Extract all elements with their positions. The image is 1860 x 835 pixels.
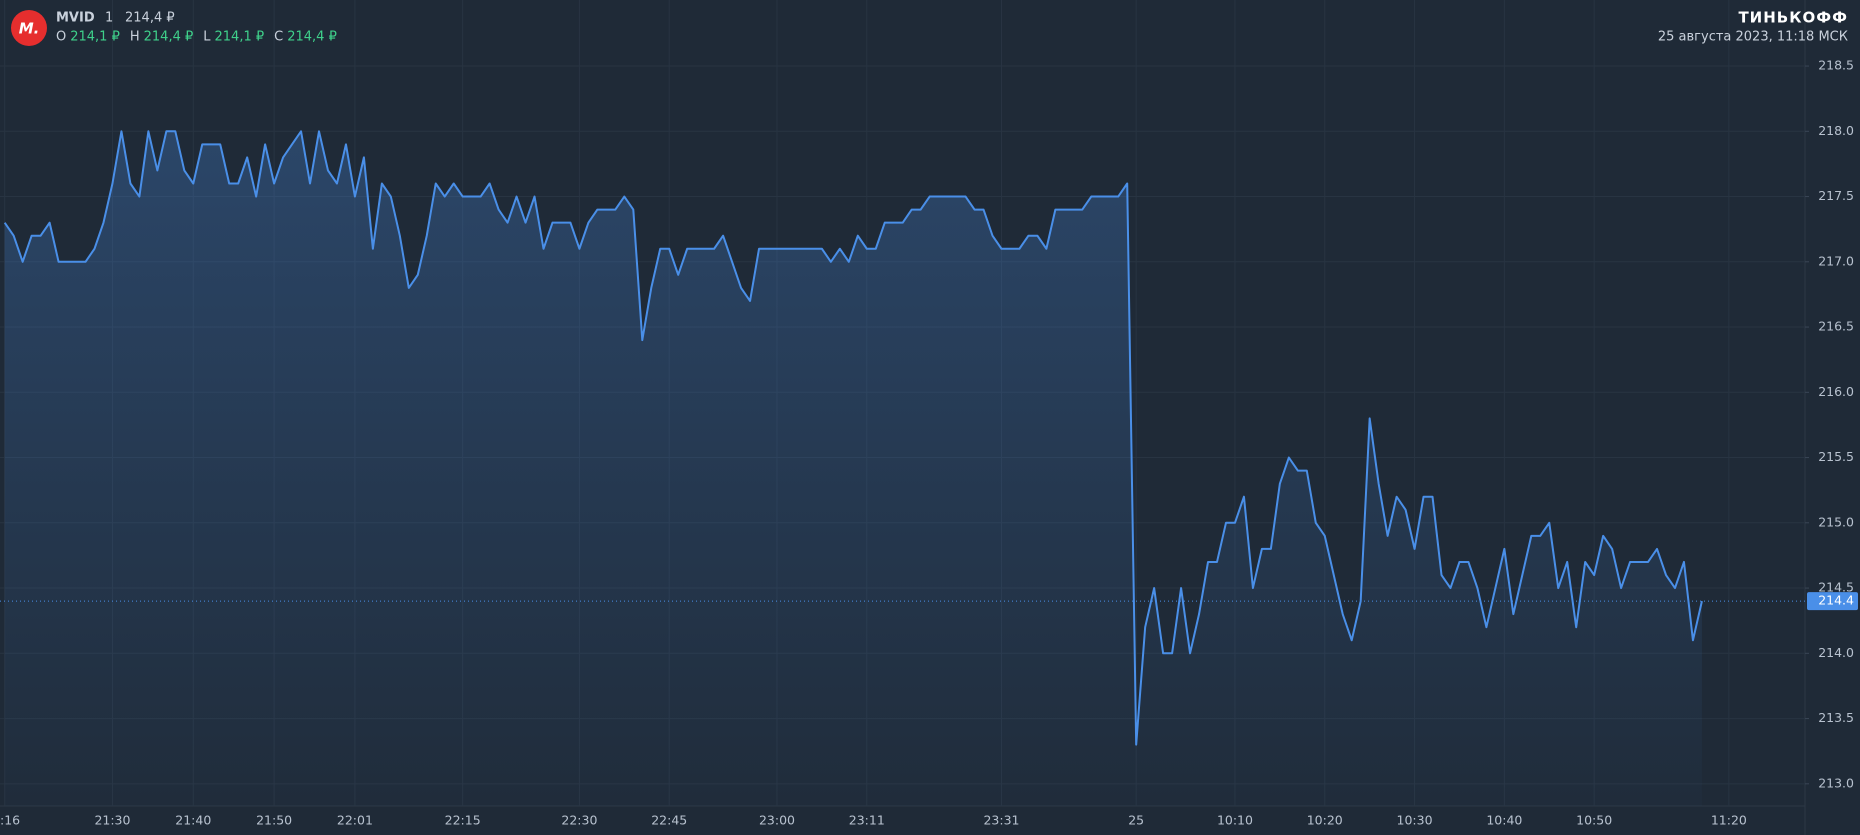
ohlc-value: 214,4 ₽ [144, 30, 194, 45]
y-tick-label: 217.0 [1818, 253, 1854, 268]
x-tick-label: 10:20 [1307, 813, 1343, 828]
x-tick-label: 23:11 [849, 813, 885, 828]
x-tick-label: 22:45 [651, 813, 687, 828]
y-tick-label: 216.5 [1818, 319, 1854, 334]
ohlc-key: H [130, 30, 140, 45]
y-tick-label: 218.5 [1818, 58, 1854, 73]
x-tick-label: 10:10 [1217, 813, 1253, 828]
logo [11, 10, 47, 46]
y-tick-label: 214.5 [1818, 580, 1854, 595]
ohlc-value: 214,4 ₽ [287, 30, 337, 45]
x-tick-label: :16 [0, 813, 20, 828]
y-tick-label: 217.5 [1818, 188, 1854, 203]
x-tick-label: 21:50 [256, 813, 292, 828]
ohlc-value: 214,1 ₽ [70, 30, 120, 45]
y-tick-label: 213.0 [1818, 775, 1854, 790]
datetime: 25 августа 2023, 11:18 МСК [1658, 30, 1848, 45]
ohlc-key: C [274, 30, 283, 45]
y-tick-label: 216.0 [1818, 384, 1854, 399]
last-price-badge [1807, 592, 1858, 611]
plot [0, 130, 1805, 807]
ohlc-value: 214,1 ₽ [215, 30, 265, 45]
interval: 1 [105, 11, 113, 26]
y-tick-label: 215.5 [1818, 449, 1854, 464]
x-tick-label: 23:00 [759, 813, 795, 828]
y-tick-label: 215.0 [1818, 514, 1854, 529]
ohlc-key: L [203, 30, 211, 45]
x-tick-label: 21:40 [175, 813, 211, 828]
x-tick-label: 22:30 [561, 813, 597, 828]
x-tick-label: 11:20 [1711, 813, 1747, 828]
price: 214,4 ₽ [125, 11, 175, 26]
x-tick-label: 23:31 [983, 813, 1019, 828]
ticker: MVID [56, 11, 95, 26]
x-tick-label: 10:30 [1397, 813, 1433, 828]
ohlc: O 214,1 ₽ H 214,4 ₽ L 214,1 ₽ C 214,4 ₽ [56, 30, 337, 45]
last-price-label: 214.4 [1818, 593, 1854, 608]
x-tick-label: 10:50 [1576, 813, 1612, 828]
y-tick-label: 214.0 [1818, 645, 1854, 660]
x-tick-label: 21:30 [94, 813, 130, 828]
brand: ТИНЬКОФФ [1738, 9, 1848, 27]
area-fill [4, 131, 1702, 807]
header: М. MVID 1 214,4 ₽ O 214,1 ₽ H 214,4 ₽ L 214,1… [11, 9, 1848, 46]
x-tick-label: 22:15 [445, 813, 481, 828]
x-tick-label: 10:40 [1486, 813, 1522, 828]
axes: 213.0 213.5 214.0 214.5 215.0 215.5 216.0 216.5… [0, 58, 1858, 828]
x-tick-label: 25 [1128, 813, 1144, 828]
x-tick-label: 22:01 [337, 813, 373, 828]
y-tick-label: 218.0 [1818, 123, 1854, 138]
ohlc-key: O [56, 30, 66, 45]
logo-text: М. [19, 20, 40, 38]
y-tick-label: 213.5 [1818, 710, 1854, 725]
price-line [3, 130, 1703, 746]
